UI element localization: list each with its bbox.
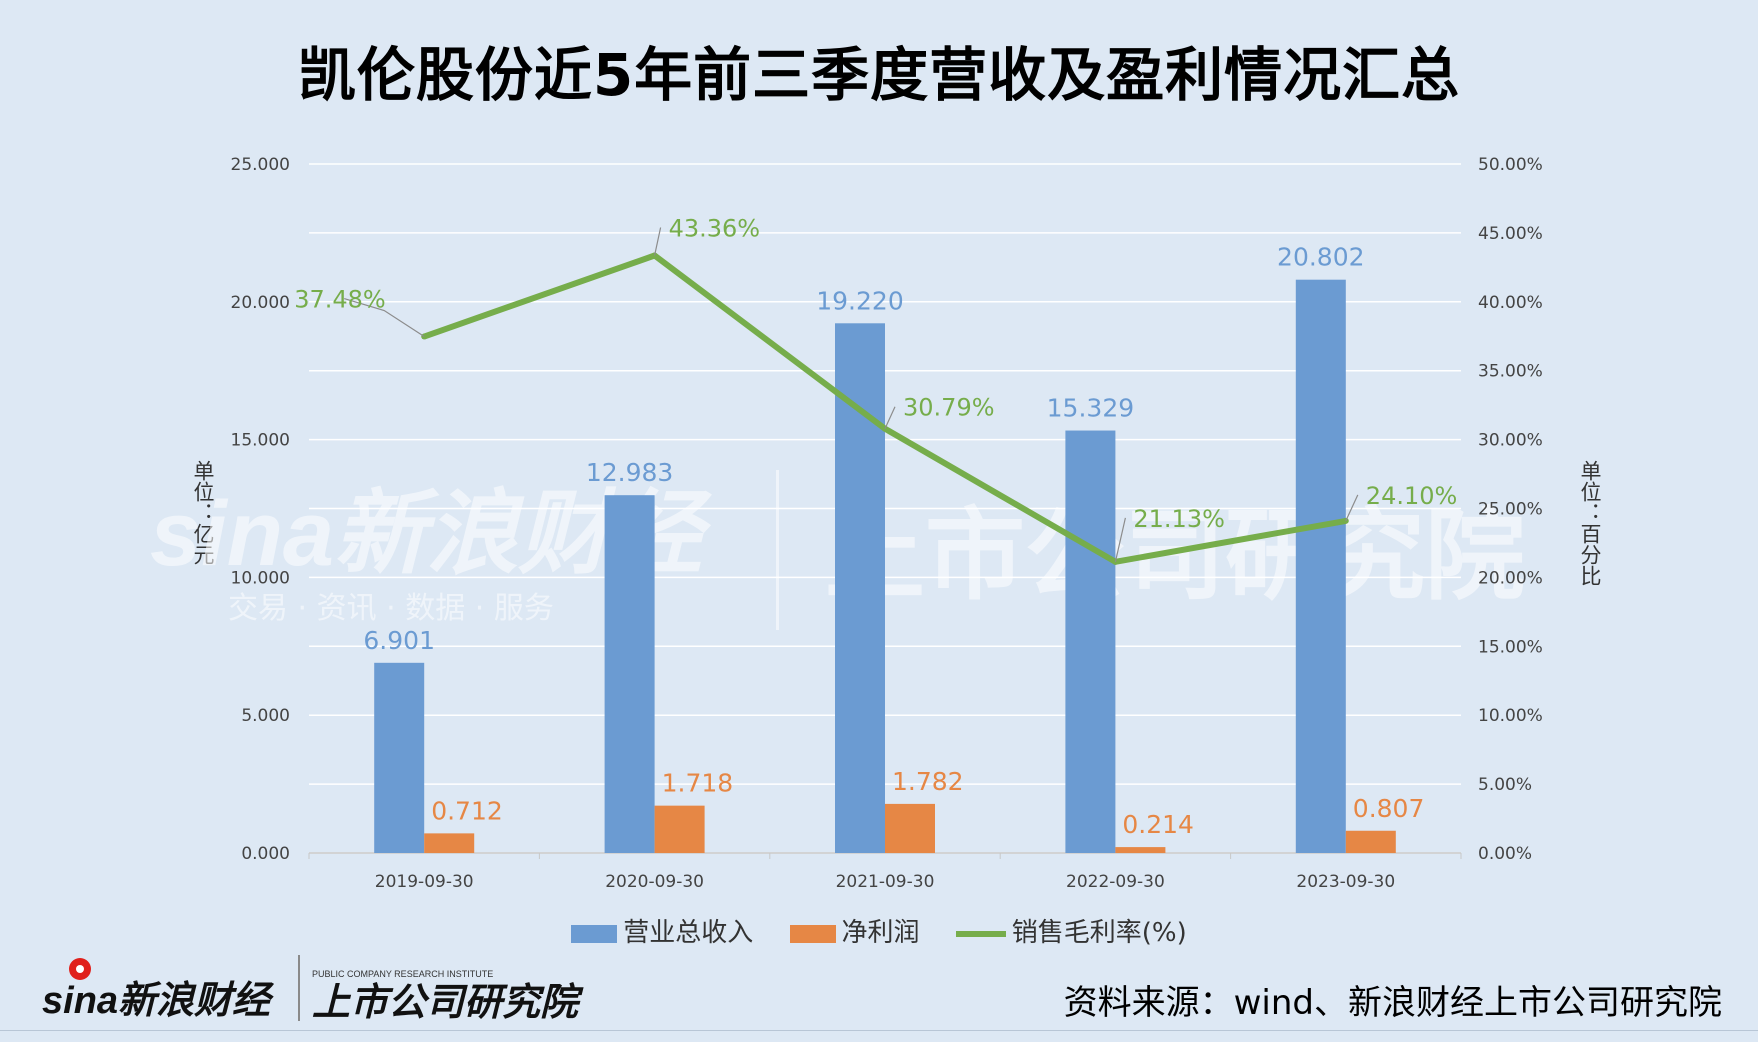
margin-data-label: 43.36%	[669, 214, 761, 242]
legend-label-revenue: 营业总收入	[623, 918, 754, 948]
x-tick-label: 2023-09-30	[1296, 872, 1395, 892]
revenue-data-label: 20.802	[1277, 243, 1364, 272]
x-tick-label: 2019-09-30	[375, 872, 474, 892]
right-tick-label: 50.00%	[1478, 155, 1543, 175]
margin-leader-line	[1114, 517, 1126, 562]
profit-bar	[424, 833, 475, 853]
right-tick-label: 5.00%	[1478, 775, 1532, 795]
left-tick-label: 0.000	[241, 844, 290, 864]
legend-item-profit: 净利润	[789, 912, 920, 949]
profit-bar	[885, 803, 935, 853]
left-tick-label: 25.000	[231, 155, 290, 175]
right-tick-label: 45.00%	[1478, 224, 1543, 244]
right-tick-label: 20.00%	[1478, 568, 1543, 588]
legend-swatch-profit	[789, 924, 836, 943]
left-axis-label: 单位：亿元	[191, 460, 215, 565]
legend: 营业总收入 净利润 销售毛利率(%)	[0, 912, 1758, 949]
profit-data-label: 0.712	[431, 796, 503, 825]
left-axis: 0.000 5.000 10.000 15.000 20.000 25.000	[231, 155, 290, 864]
watermark-institute: 上市公司研究院	[825, 497, 1525, 614]
left-tick-label: 5.000	[241, 706, 290, 726]
legend-swatch-revenue	[571, 924, 618, 943]
revenue-bar	[835, 323, 885, 853]
revenue-bar	[1065, 430, 1116, 853]
watermark-sub: 交易 · 资讯 · 数据 · 服务	[228, 591, 554, 626]
margin-leader-line	[1345, 494, 1359, 522]
revenue-data-label: 19.220	[816, 286, 903, 315]
margin-data-label: 24.10%	[1366, 482, 1458, 510]
margin-leader-line	[344, 297, 425, 338]
source-note: 资料来源：wind、新浪财经上市公司研究院	[1063, 983, 1722, 1023]
right-axis: 0.00% 5.00% 10.00% 15.00% 20.00% 25.00% 30.00%…	[1478, 155, 1543, 864]
legend-item-margin: 销售毛利率(%)	[955, 912, 1187, 949]
right-tick-label: 35.00%	[1478, 362, 1543, 382]
left-tick-label: 15.000	[231, 431, 290, 451]
revenue-bar	[604, 495, 655, 853]
x-tick-label: 2022-09-30	[1066, 872, 1165, 892]
footer-logo: sina新浪财经 PUBLIC COMPANY RESEARCH INSTITU…	[40, 955, 600, 1031]
right-tick-label: 30.00%	[1478, 431, 1543, 451]
left-tick-label: 20.000	[231, 293, 290, 313]
left-tick-label: 10.000	[231, 568, 290, 588]
legend-label-margin: 销售毛利率(%)	[1011, 918, 1187, 948]
margin-leader-line	[884, 406, 896, 429]
revenue-data-label: 15.329	[1047, 394, 1134, 423]
profit-bar	[1115, 847, 1166, 853]
right-tick-label: 10.00%	[1478, 706, 1543, 726]
margin-leader-line	[654, 227, 662, 256]
revenue-data-label: 12.983	[586, 458, 673, 487]
right-tick-label: 40.00%	[1478, 293, 1543, 313]
right-tick-label: 0.00%	[1478, 844, 1532, 864]
x-axis: 2019-09-30 2020-09-30 2021-09-30 2022-09-30…	[375, 872, 1395, 892]
x-tick-label: 2020-09-30	[605, 872, 704, 892]
revenue-bar	[1295, 279, 1346, 853]
footer-divider	[0, 1030, 1758, 1031]
legend-item-revenue: 营业总收入	[571, 912, 753, 949]
profit-bar	[654, 805, 705, 853]
profit-data-label: 0.807	[1353, 794, 1425, 823]
profit-bar	[1345, 830, 1396, 853]
margin-data-label: 37.48%	[294, 286, 386, 314]
x-tick-label: 2021-09-30	[836, 872, 935, 892]
right-axis-label: 单位：百分比	[1578, 460, 1602, 586]
institute-logo: 上市公司研究院	[312, 980, 584, 1024]
bars: 6.901 12.983 19.220 15.329 20.802 0.712 1.718 1…	[363, 243, 1424, 853]
chart-title: 凯伦股份近5年前三季度营收及盈利情况汇总	[297, 41, 1461, 109]
right-tick-label: 25.00%	[1478, 500, 1543, 520]
margin-data-label: 21.13%	[1133, 505, 1225, 533]
revenue-bar	[374, 662, 425, 853]
sina-logo: sina新浪财经	[42, 980, 275, 1022]
revenue-data-label: 6.901	[363, 626, 435, 655]
legend-swatch-margin	[955, 930, 1006, 937]
profit-data-label: 1.718	[662, 769, 734, 798]
profit-data-label: 0.214	[1122, 810, 1194, 839]
margin-data-label: 30.79%	[903, 394, 995, 422]
legend-label-profit: 净利润	[841, 918, 920, 948]
institute-en: PUBLIC COMPANY RESEARCH INSTITUTE	[312, 969, 493, 979]
right-tick-label: 15.00%	[1478, 637, 1543, 657]
profit-data-label: 1.782	[892, 767, 964, 796]
margin-line: 37.48% 43.36% 30.79% 21.13% 24.10%	[294, 214, 1458, 565]
